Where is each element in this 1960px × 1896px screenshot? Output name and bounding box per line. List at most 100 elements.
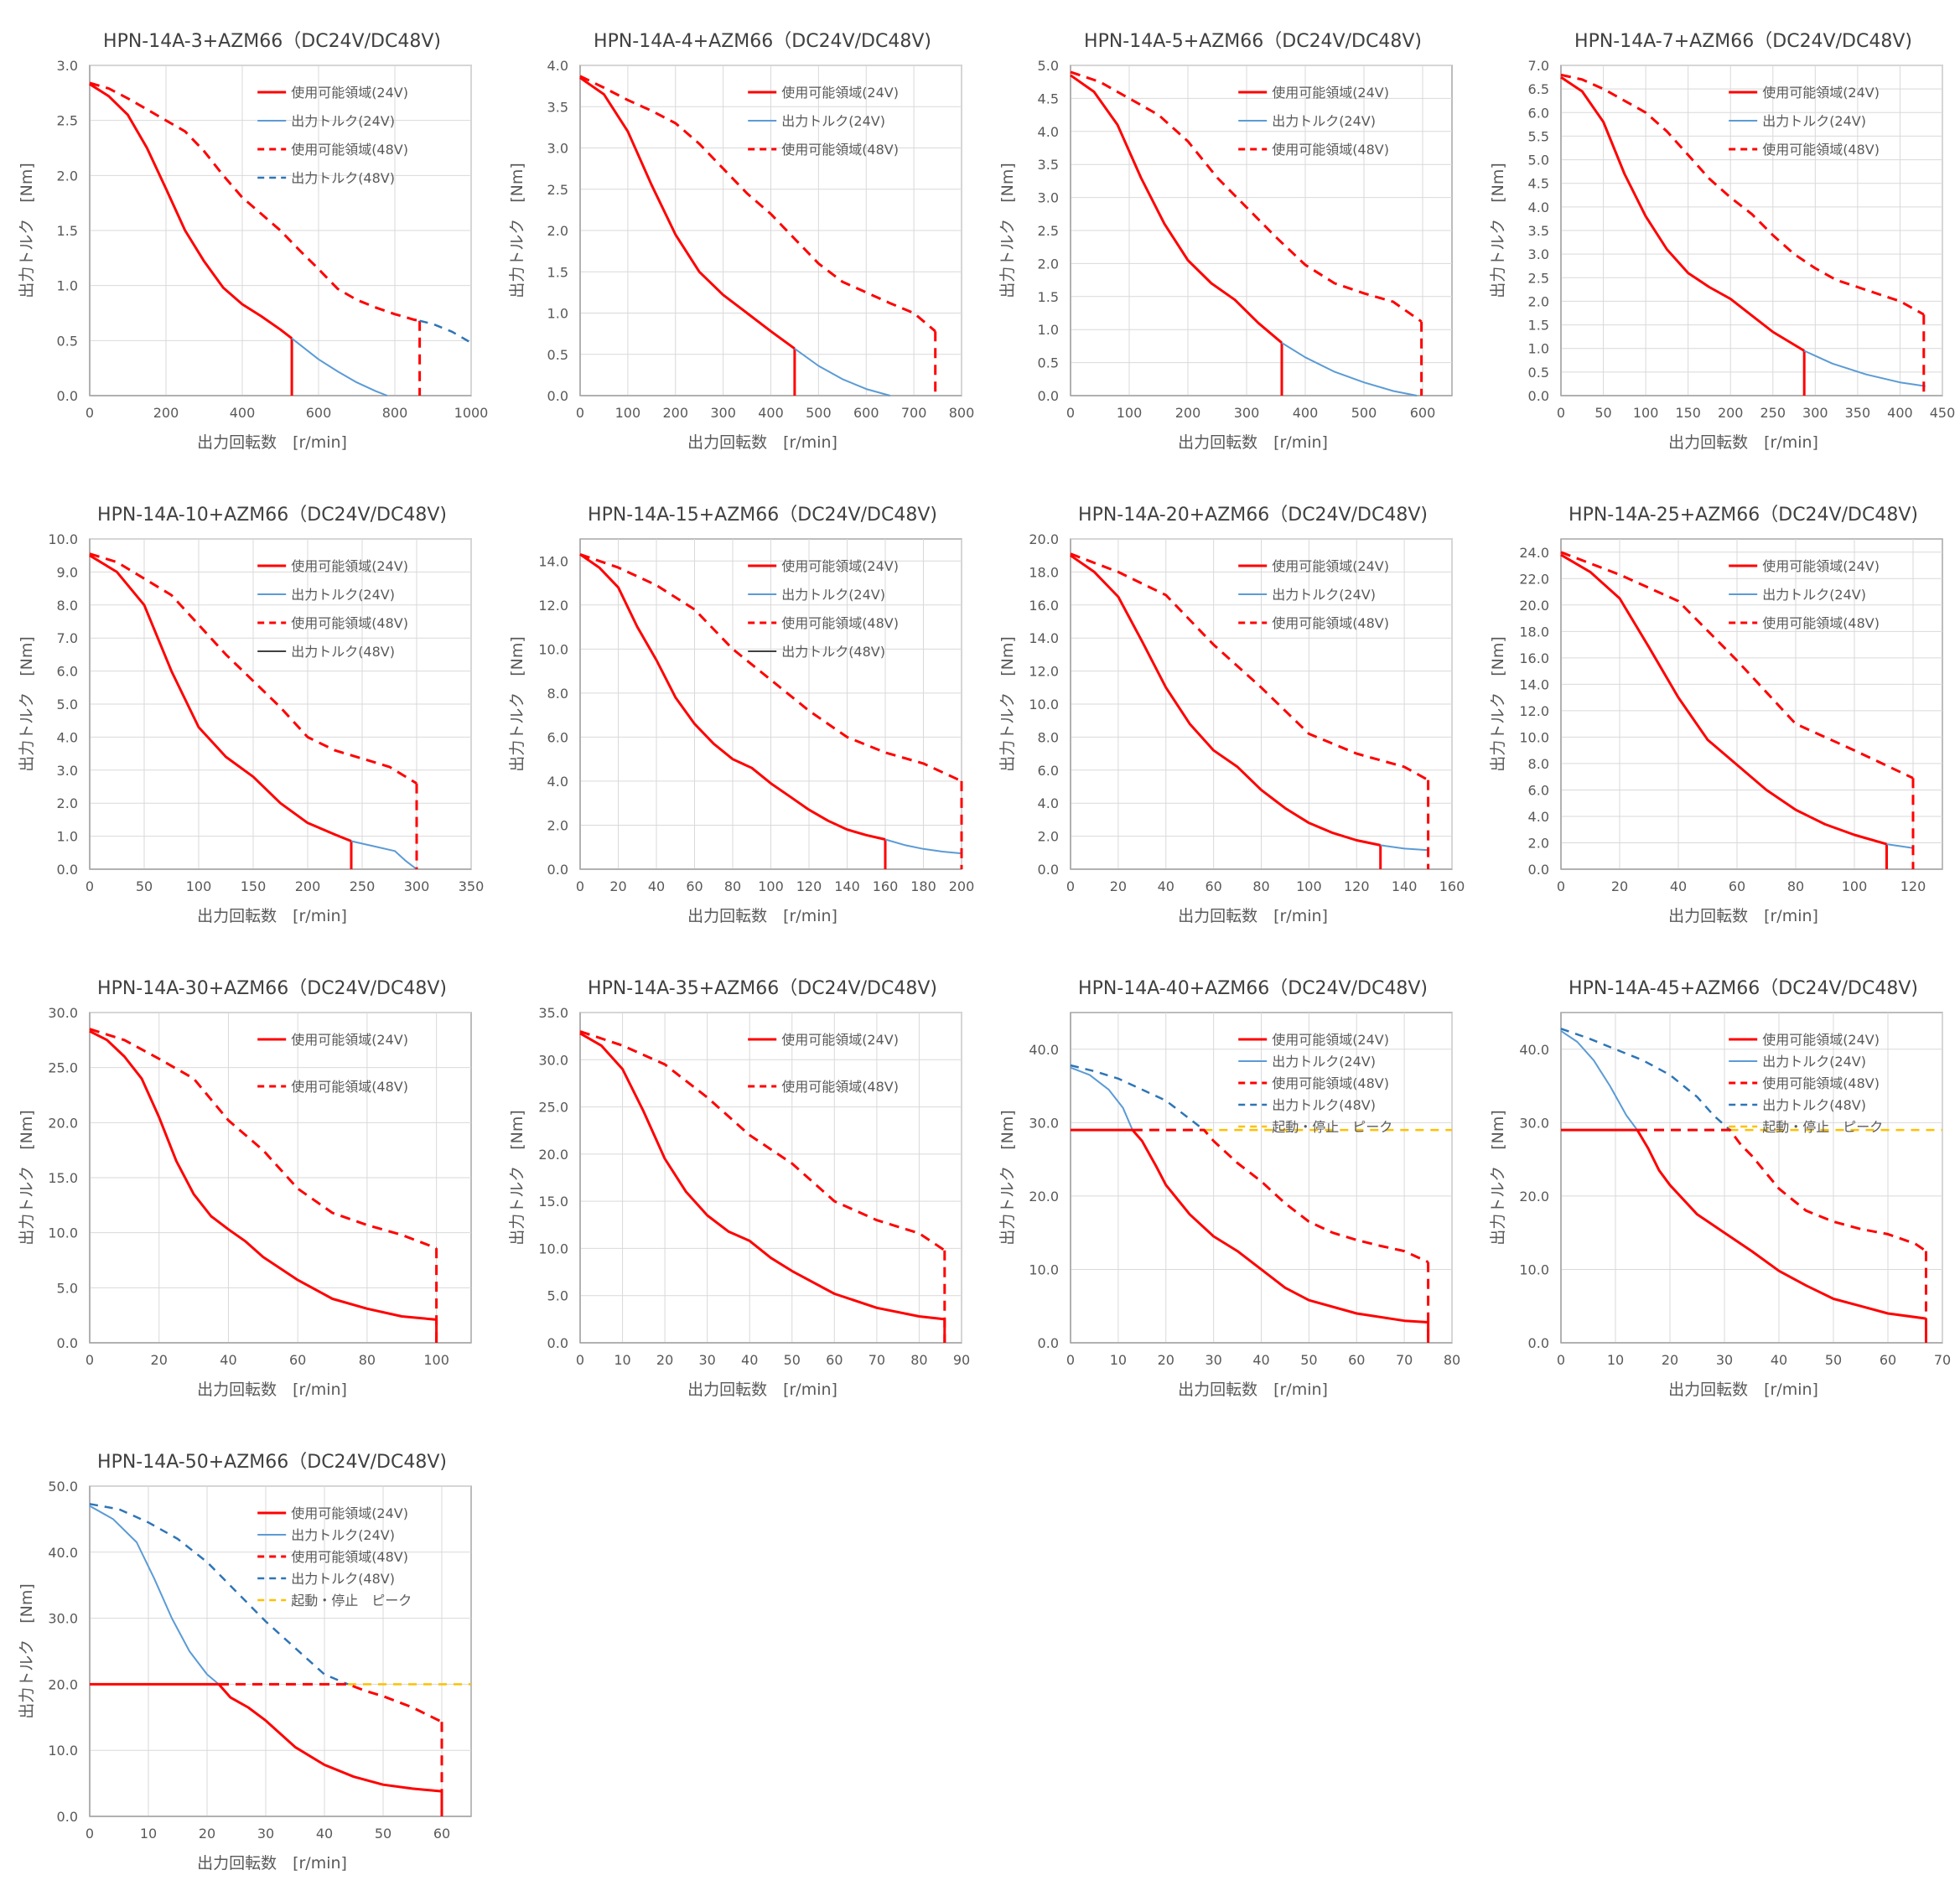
series-line-u48 [579,552,962,783]
y-tick-label: 1.0 [1528,341,1549,357]
y-tick-label: 6.0 [547,729,568,745]
x-tick-label: 60 [826,1352,843,1368]
x-tick-label: 0 [1066,405,1075,421]
y-tick-label: 6.0 [1038,763,1059,779]
y-tick-label: 15.0 [48,1170,78,1186]
y-tick-label: 22.0 [1519,571,1549,587]
x-tick-label: 100 [1633,405,1659,421]
x-tick-label: 70 [1396,1352,1413,1368]
y-tick-label: 0.0 [1528,1335,1549,1351]
x-tick-label: 100 [1296,878,1322,894]
legend-label-u48: 使用可能領域(48V) [1272,615,1389,631]
x-tick-label: 50 [375,1826,391,1842]
legend-label-u48: 使用可能領域(48V) [1272,142,1389,158]
y-tick-label: 0.0 [57,1335,78,1351]
legend-label-u48: 使用可能領域(48V) [291,1079,408,1095]
y-tick-label: 16.0 [1029,598,1059,614]
y-tick-label: 1.0 [547,306,568,322]
x-tick-label: 140 [1392,878,1418,894]
x-axis-label: 出力回転数 [r/min] [1668,907,1818,925]
x-tick-label: 60 [1205,878,1221,894]
y-tick-label: 30.0 [538,1052,568,1068]
chart-title: HPN-14A-30+AZM66（DC24V/DC48V) [97,978,447,999]
x-tick-label: 60 [686,878,703,894]
legend-label-o24: 出力トルク(24V) [1272,113,1376,129]
series-line-u24 [89,554,352,842]
series-line-u48 [1132,1128,1429,1264]
x-tick-label: 80 [724,878,741,894]
x-tick-label: 250 [350,878,376,894]
x-tick-label: 0 [576,878,584,894]
y-tick-label: 10.0 [538,1241,568,1256]
legend-label-u24: 使用可能領域(24V) [291,558,408,574]
y-tick-label: 0.5 [57,333,78,349]
y-axis-label: 出力トルク [Nm] [18,636,36,772]
y-tick-label: 20.0 [1519,1189,1549,1204]
chart-title: HPN-14A-35+AZM66（DC24V/DC48V) [588,978,937,999]
legend-label-pk: 起動・停止 ピーク [1272,1119,1392,1135]
x-tick-label: 60 [1880,1352,1896,1368]
x-tick-label: 0 [1557,405,1565,421]
x-tick-label: 0 [86,1352,94,1368]
series-line-o24 [1070,1066,1133,1131]
y-tick-label: 14.0 [1519,676,1549,692]
y-tick-label: 5.0 [57,697,78,712]
x-axis-label: 出力回転数 [r/min] [1178,1381,1328,1399]
x-tick-label: 200 [662,405,688,421]
y-tick-label: 8.0 [547,686,568,702]
x-tick-label: 100 [186,878,212,894]
y-tick-label: 10.0 [538,641,568,657]
series-line-o24 [1886,843,1914,849]
y-tick-label: 25.0 [538,1100,568,1116]
y-tick-label: 0.0 [1038,862,1059,878]
y-tick-label: 2.5 [547,182,568,198]
legend-label-u24: 使用可能領域(24V) [1272,558,1389,574]
x-tick-label: 500 [1351,405,1377,421]
x-tick-label: 30 [257,1826,274,1842]
x-axis-label: 出力回転数 [r/min] [1668,433,1818,452]
series-line-o24 [1281,342,1418,396]
y-tick-label: 3.0 [547,141,568,157]
x-tick-label: 250 [1760,405,1786,421]
y-tick-label: 4.0 [547,58,568,74]
series-line-u24 [579,1032,945,1321]
x-tick-label: 80 [1444,1352,1460,1368]
series-line-u48 [1560,73,1925,316]
y-axis-label: 出力トルク [Nm] [508,163,526,298]
x-axis-label: 出力回転数 [r/min] [1668,1381,1818,1399]
x-tick-label: 60 [289,1352,306,1368]
x-tick-label: 80 [910,1352,927,1368]
x-tick-label: 160 [1439,878,1465,894]
x-tick-label: 120 [1344,878,1370,894]
x-tick-label: 20 [609,878,626,894]
y-tick-label: 0.0 [1038,388,1059,404]
y-tick-label: 3.5 [1038,157,1059,173]
y-tick-label: 12.0 [538,598,568,614]
x-axis-label: 出力回転数 [r/min] [1178,433,1328,452]
y-tick-label: 7.0 [57,630,78,646]
chart-title: HPN-14A-15+AZM66（DC24V/DC48V) [588,505,937,526]
x-tick-label: 40 [741,1352,758,1368]
y-tick-label: 50.0 [48,1479,78,1495]
x-tick-label: 200 [153,405,179,421]
legend-label-u24: 使用可能領域(24V) [1762,558,1880,574]
y-tick-label: 0.0 [1528,862,1549,878]
x-tick-label: 0 [576,405,584,421]
x-tick-label: 90 [953,1352,970,1368]
y-tick-label: 18.0 [1029,564,1059,580]
series-line-u48 [89,1028,438,1250]
y-tick-label: 1.0 [57,278,78,294]
series-line-u48 [89,552,417,785]
legend-label-u24: 使用可能領域(24V) [1762,85,1880,101]
legend-label-o48: 出力トルク(48V) [291,170,395,186]
y-tick-label: 8.0 [1528,756,1549,772]
y-axis-label: 出力トルク [Nm] [1489,1110,1507,1246]
y-tick-label: 24.0 [1519,545,1549,561]
y-tick-label: 0.0 [1038,1335,1059,1351]
series-line-u48 [219,1682,443,1723]
x-tick-label: 600 [1410,405,1436,421]
y-tick-label: 0.0 [57,862,78,878]
legend-label-o24: 出力トルク(24V) [781,587,885,603]
legend-label-o24: 出力トルク(24V) [291,1527,395,1543]
